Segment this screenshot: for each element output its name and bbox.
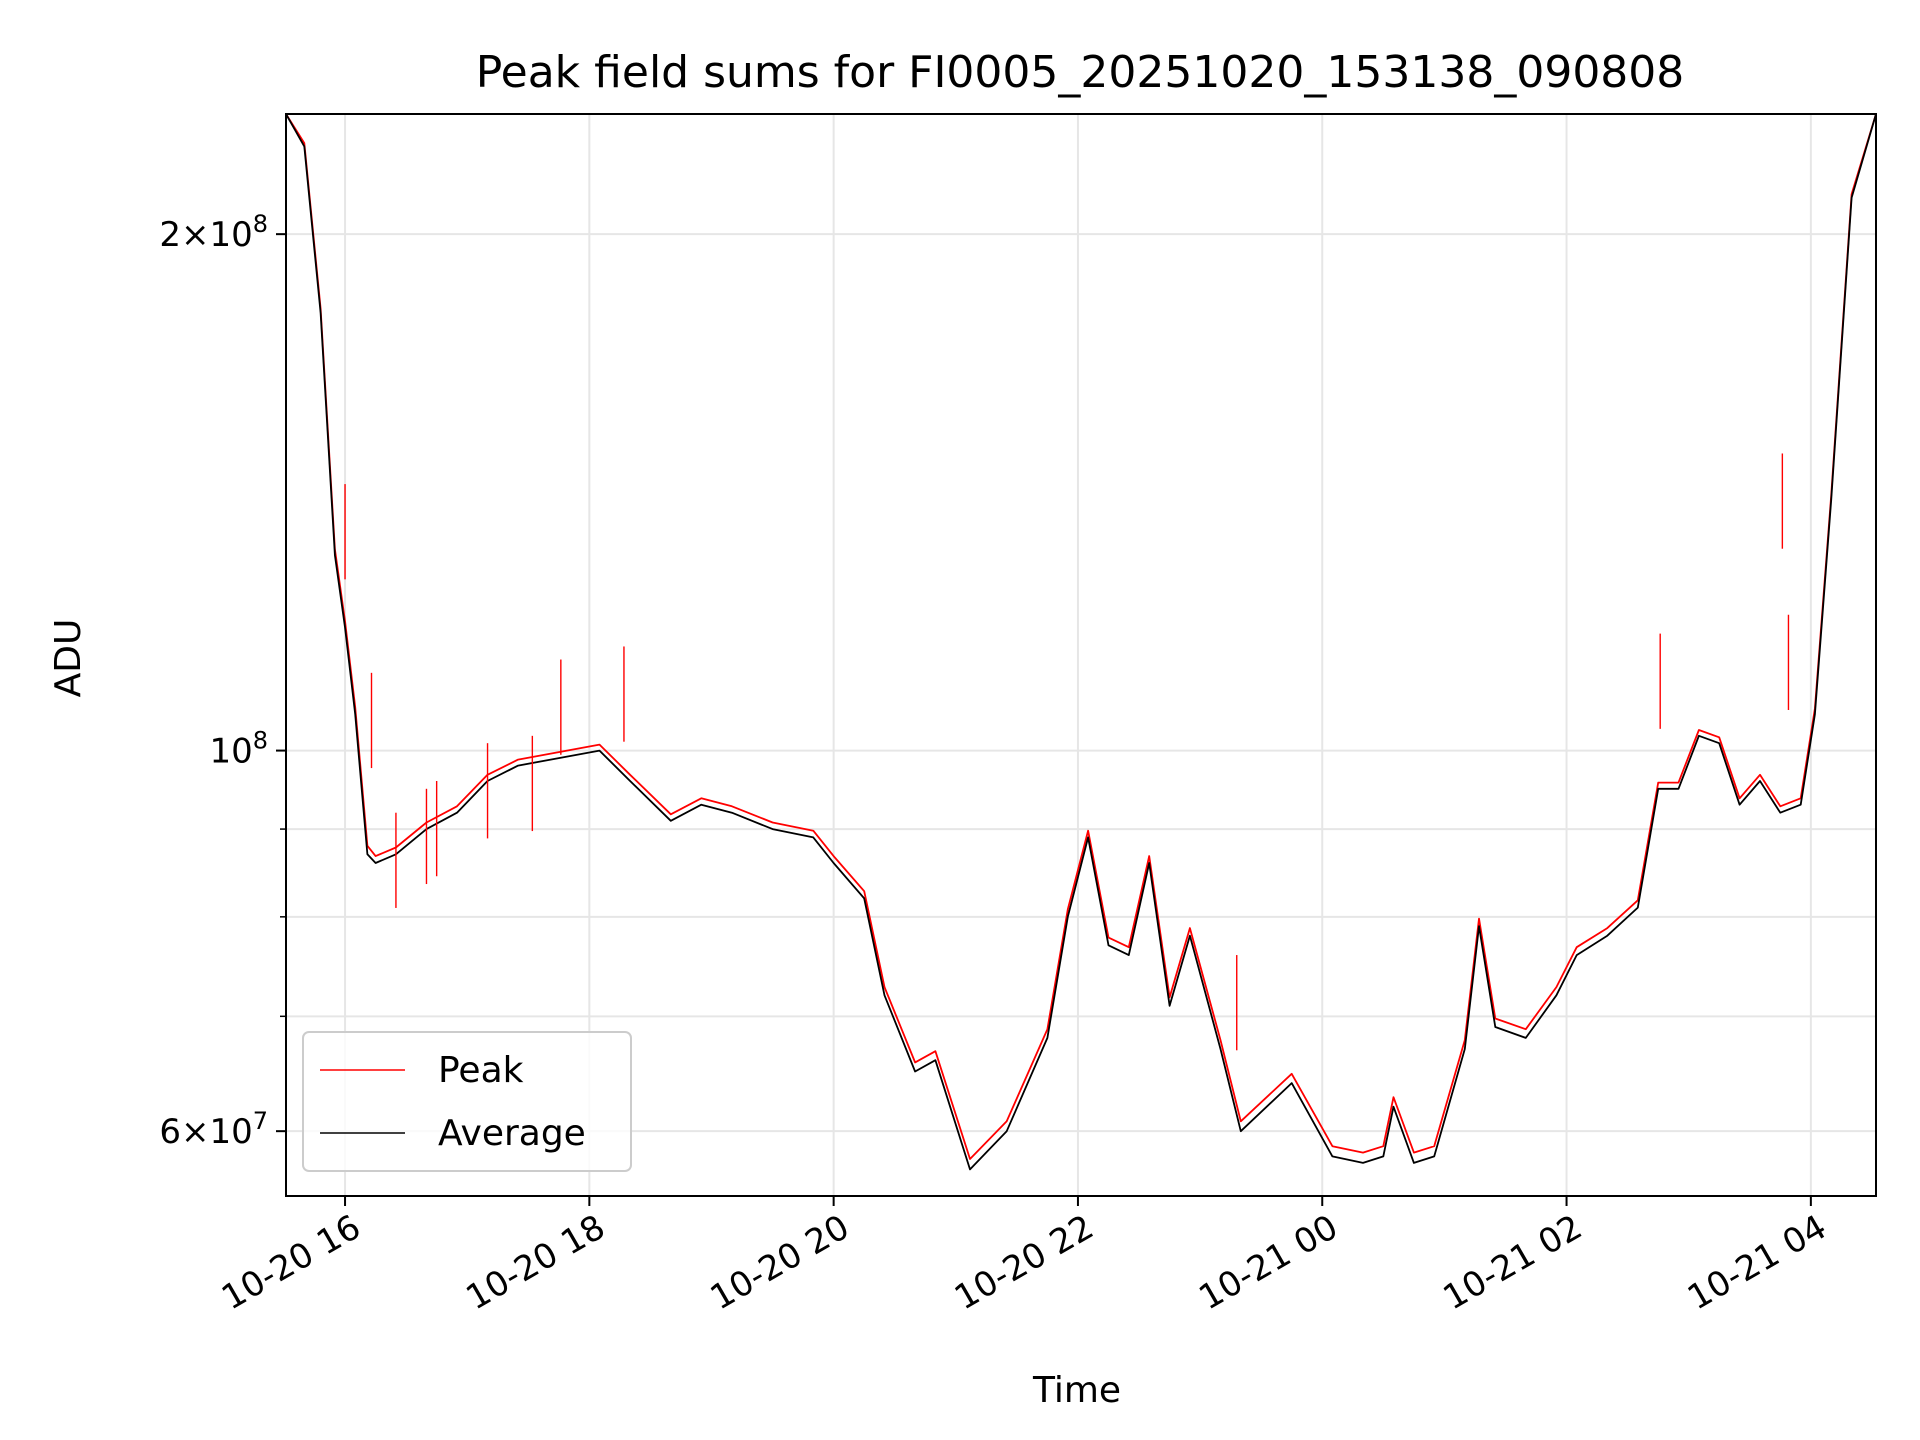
y-tick-label: 108 [209, 727, 268, 772]
legend-label-average: Average [438, 1113, 586, 1154]
legend: Peak Average [302, 1031, 632, 1172]
axes [276, 113, 1877, 1206]
series-layer [286, 114, 1876, 1171]
legend-box [302, 1031, 632, 1172]
plot-frame [285, 113, 1877, 1197]
y-tick-label: 6×107 [159, 1107, 268, 1152]
chart-title: Peak field sums for FI0005_20251020_1531… [476, 47, 1685, 98]
y-axis-label: ADU [48, 619, 89, 698]
series-line-peak [286, 114, 1876, 1160]
x-axis-label: Time [1032, 1370, 1121, 1411]
series-line-average [286, 114, 1876, 1171]
y-tick-label: 2×108 [159, 210, 268, 255]
grid [286, 114, 1876, 1196]
legend-label-peak: Peak [438, 1050, 524, 1091]
